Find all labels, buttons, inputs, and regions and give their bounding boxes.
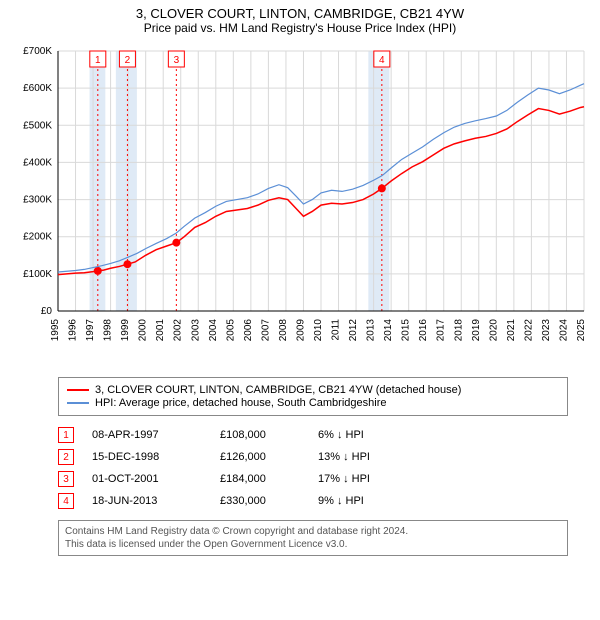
svg-text:2: 2 [125,55,131,66]
legend-item: HPI: Average price, detached house, Sout… [67,397,559,409]
event-row: 3 01-OCT-2001 £184,000 17% ↓ HPI [58,468,568,490]
svg-text:2018: 2018 [453,319,464,342]
event-row: 1 08-APR-1997 £108,000 6% ↓ HPI [58,424,568,446]
event-row: 4 18-JUN-2013 £330,000 9% ↓ HPI [58,490,568,512]
line-chart: £0 £100K £200K £300K £400K £500K £600K £700K 199… [8,41,592,371]
svg-text:2016: 2016 [418,319,429,342]
svg-text:2014: 2014 [383,319,394,342]
svg-text:£200K: £200K [23,232,52,243]
event-price: £126,000 [220,451,300,463]
svg-text:2008: 2008 [278,319,289,342]
legend-item: 3, CLOVER COURT, LINTON, CAMBRIDGE, CB21… [67,384,559,396]
license-box: Contains HM Land Registry data © Crown c… [58,520,568,556]
svg-text:2004: 2004 [208,319,219,342]
svg-text:2020: 2020 [488,319,499,342]
license-line: This data is licensed under the Open Gov… [65,538,561,551]
event-date: 01-OCT-2001 [92,473,202,485]
legend-label: HPI: Average price, detached house, Sout… [95,397,386,409]
svg-text:1998: 1998 [103,319,114,342]
svg-text:4: 4 [379,55,385,66]
event-row: 2 15-DEC-1998 £126,000 13% ↓ HPI [58,446,568,468]
event-delta: 6% ↓ HPI [318,429,408,441]
legend: 3, CLOVER COURT, LINTON, CAMBRIDGE, CB21… [58,377,568,416]
svg-text:2023: 2023 [541,319,552,342]
license-line: Contains HM Land Registry data © Crown c… [65,525,561,538]
svg-text:1995: 1995 [50,319,61,342]
svg-text:2006: 2006 [243,319,254,342]
event-price: £330,000 [220,495,300,507]
svg-text:2017: 2017 [436,319,447,342]
event-date: 15-DEC-1998 [92,451,202,463]
event-delta: 13% ↓ HPI [318,451,408,463]
svg-text:2024: 2024 [558,319,569,342]
svg-text:2010: 2010 [313,319,324,342]
svg-text:2000: 2000 [138,319,149,342]
event-badge: 4 [58,493,74,509]
svg-text:1999: 1999 [120,319,131,342]
svg-text:2007: 2007 [260,319,271,342]
svg-text:£600K: £600K [23,83,52,94]
svg-text:2011: 2011 [331,319,342,341]
svg-text:3: 3 [174,55,180,66]
event-price: £184,000 [220,473,300,485]
svg-text:2022: 2022 [523,319,534,342]
event-date: 08-APR-1997 [92,429,202,441]
chart-area: £0 £100K £200K £300K £400K £500K £600K £700K 199… [8,41,592,371]
svg-text:2025: 2025 [576,319,587,342]
svg-text:2013: 2013 [366,319,377,342]
svg-text:2019: 2019 [471,319,482,342]
svg-text:£0: £0 [41,306,53,317]
svg-text:2002: 2002 [173,319,184,342]
svg-text:2012: 2012 [348,319,359,342]
svg-text:1996: 1996 [68,319,79,342]
svg-text:2009: 2009 [295,319,306,342]
svg-text:2003: 2003 [190,319,201,342]
svg-text:2001: 2001 [155,319,166,342]
legend-swatch [67,389,89,391]
svg-text:2005: 2005 [225,319,236,342]
svg-text:£300K: £300K [23,195,52,206]
event-badge: 1 [58,427,74,443]
chart-subtitle: Price paid vs. HM Land Registry's House … [8,21,592,35]
event-delta: 17% ↓ HPI [318,473,408,485]
svg-text:2015: 2015 [401,319,412,342]
svg-text:1: 1 [95,55,101,66]
event-delta: 9% ↓ HPI [318,495,408,507]
svg-text:£700K: £700K [23,46,52,57]
event-table: 1 08-APR-1997 £108,000 6% ↓ HPI 2 15-DEC-1998… [58,424,568,512]
legend-swatch [67,402,89,404]
event-badge: 2 [58,449,74,465]
svg-text:1997: 1997 [85,319,96,342]
svg-text:£500K: £500K [23,120,52,131]
event-price: £108,000 [220,429,300,441]
event-badge: 3 [58,471,74,487]
svg-text:2021: 2021 [506,319,517,342]
svg-text:£100K: £100K [23,269,52,280]
event-date: 18-JUN-2013 [92,495,202,507]
svg-text:£400K: £400K [23,157,52,168]
chart-title: 3, CLOVER COURT, LINTON, CAMBRIDGE, CB21… [8,6,592,21]
legend-label: 3, CLOVER COURT, LINTON, CAMBRIDGE, CB21… [95,384,461,396]
